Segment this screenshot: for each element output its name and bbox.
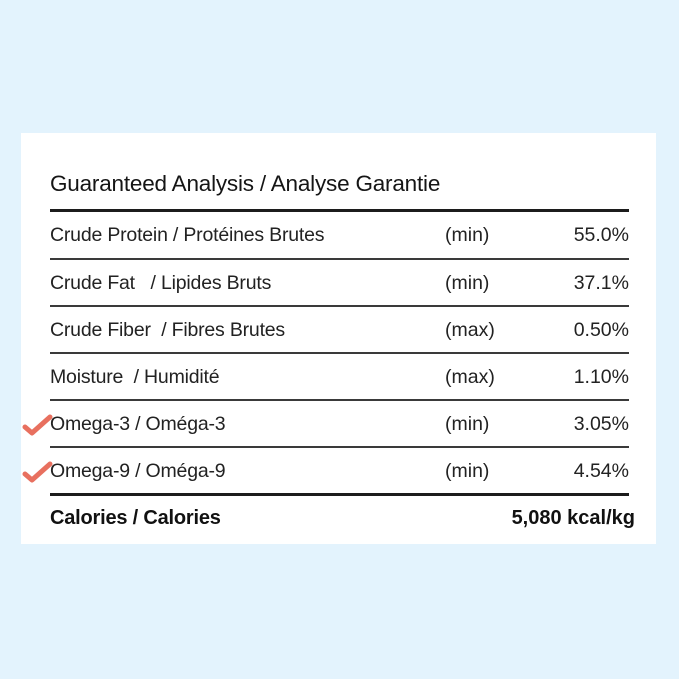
- total-label: Calories / Calories: [50, 507, 221, 529]
- table-row-crude-protein: Crude Protein / Protéines Brutes (min) 5…: [50, 212, 629, 258]
- row-value: 1.10%: [573, 366, 629, 388]
- guaranteed-analysis-panel: Guaranteed Analysis / Analyse Garantie C…: [21, 133, 656, 544]
- total-divider: [50, 493, 629, 496]
- table-row-calories: Calories / Calories 5,080 kcal/kg: [50, 495, 635, 541]
- row-value: 3.05%: [573, 413, 629, 435]
- table-row-crude-fat: Crude Fat / Lipides Bruts (min) 37.1%: [50, 260, 629, 306]
- row-label: Crude Fat / Lipides Bruts: [50, 272, 272, 294]
- row-qualifier: (max): [445, 319, 495, 341]
- row-qualifier: (min): [445, 224, 490, 246]
- row-value: 55.0%: [573, 224, 629, 246]
- row-value: 37.1%: [573, 272, 629, 294]
- total-value: 5,080 kcal/kg: [511, 507, 635, 529]
- table-row-crude-fiber: Crude Fiber / Fibres Brutes (max) 0.50%: [50, 307, 629, 353]
- row-label: Omega-9 / Oméga-9: [50, 460, 226, 482]
- row-divider: [50, 305, 629, 307]
- row-qualifier: (min): [445, 413, 490, 435]
- row-divider: [50, 258, 629, 260]
- row-label: Omega-3 / Oméga-3: [50, 413, 226, 435]
- table-row-omega-3: Omega-3 / Oméga-3 (min) 3.05%: [22, 401, 629, 447]
- row-divider: [50, 446, 629, 448]
- row-value: 0.50%: [573, 319, 629, 341]
- row-qualifier: (min): [445, 272, 490, 294]
- row-qualifier: (min): [445, 460, 490, 482]
- row-divider: [50, 352, 629, 354]
- table-row-omega-9: Omega-9 / Oméga-9 (min) 4.54%: [22, 448, 629, 494]
- table-row-moisture: Moisture / Humidité (max) 1.10%: [50, 354, 629, 400]
- row-divider: [50, 399, 629, 401]
- checkmark-icon: [22, 414, 53, 436]
- header-divider: [50, 209, 629, 212]
- row-label: Crude Fiber / Fibres Brutes: [50, 319, 285, 341]
- row-value: 4.54%: [573, 460, 629, 482]
- row-qualifier: (max): [445, 366, 495, 388]
- row-label: Moisture / Humidité: [50, 366, 220, 388]
- row-label: Crude Protein / Protéines Brutes: [50, 224, 325, 246]
- table-title: Guaranteed Analysis / Analyse Garantie: [50, 171, 441, 196]
- checkmark-icon: [22, 461, 53, 483]
